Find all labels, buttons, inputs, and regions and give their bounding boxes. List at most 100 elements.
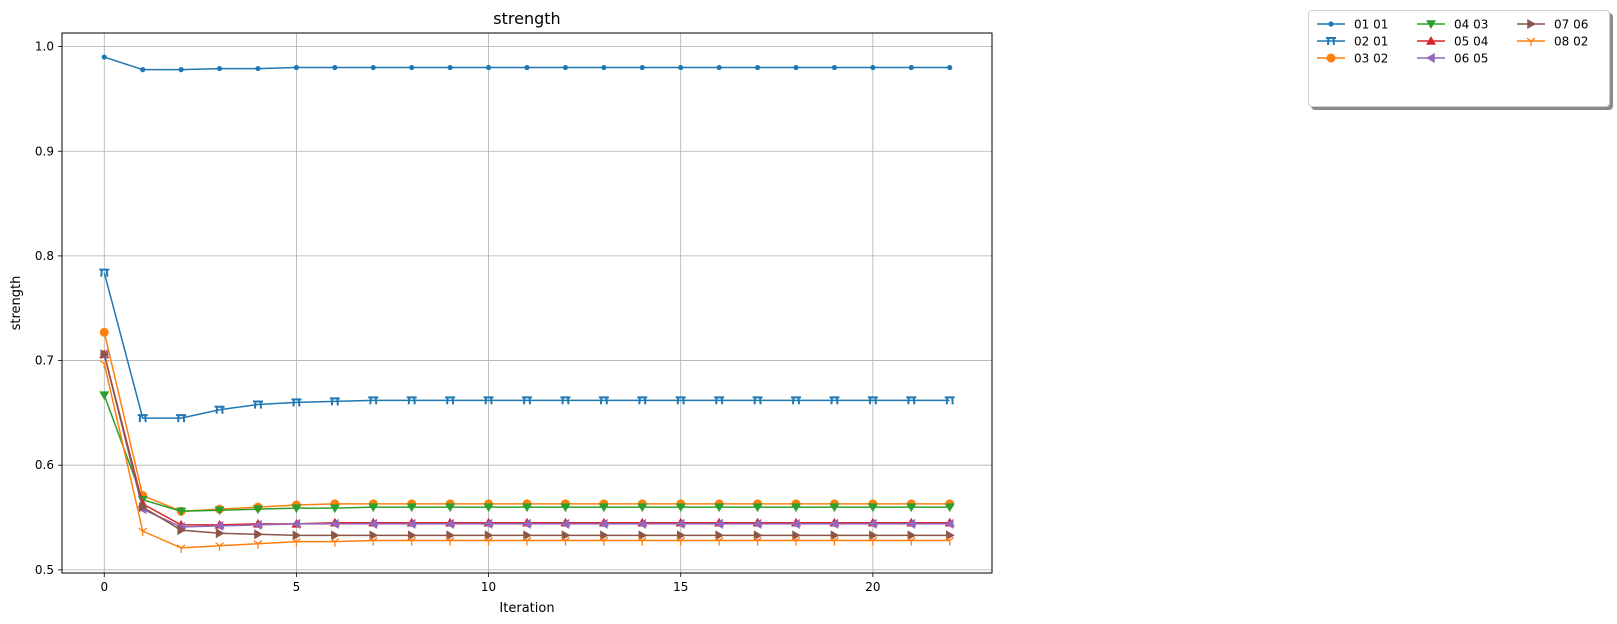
data-point xyxy=(908,64,914,71)
data-point xyxy=(252,400,263,409)
data-point xyxy=(791,537,801,546)
series-07-06 xyxy=(100,349,955,541)
data-point xyxy=(560,503,571,513)
data-point xyxy=(791,503,802,513)
legend-item: 04 03 xyxy=(1417,18,1488,32)
data-point xyxy=(406,396,417,405)
legend-marker xyxy=(1426,20,1436,29)
legend-label: 03 02 xyxy=(1354,52,1388,66)
data-point xyxy=(791,518,800,529)
data-point xyxy=(407,537,417,546)
data-point xyxy=(368,396,379,405)
y-tick-label: 0.8 xyxy=(35,249,54,263)
data-point xyxy=(829,518,839,529)
data-point xyxy=(137,414,148,423)
x-tick-label: 5 xyxy=(293,580,301,594)
data-point xyxy=(330,538,340,547)
data-point xyxy=(791,396,802,405)
data-point xyxy=(99,391,110,401)
data-point xyxy=(329,397,340,406)
grid-lines xyxy=(62,33,992,573)
data-point xyxy=(752,518,762,529)
data-point xyxy=(945,537,955,546)
data-point xyxy=(370,64,376,71)
data-point xyxy=(560,396,571,405)
data-point xyxy=(676,530,686,541)
data-point xyxy=(332,64,338,71)
legend-label: 06 05 xyxy=(1454,52,1488,66)
data-point xyxy=(368,518,378,529)
data-point xyxy=(522,537,532,546)
legend-marker xyxy=(1426,53,1435,63)
data-point xyxy=(215,542,224,551)
data-point xyxy=(714,518,723,529)
data-point xyxy=(176,507,187,517)
data-point xyxy=(99,268,110,277)
data-point xyxy=(291,398,302,407)
data-point xyxy=(676,537,686,546)
data-point xyxy=(829,503,840,513)
data-point xyxy=(560,518,570,529)
legend-marker xyxy=(1326,53,1336,63)
data-point xyxy=(215,528,225,539)
data-point xyxy=(944,503,955,513)
data-point xyxy=(177,525,187,536)
legend-label: 04 03 xyxy=(1454,18,1488,32)
data-point xyxy=(216,65,223,72)
data-point xyxy=(600,530,609,541)
data-point xyxy=(483,518,493,529)
data-point xyxy=(562,64,569,71)
data-point xyxy=(254,529,263,540)
series-line xyxy=(103,332,950,513)
chart-title: strength xyxy=(493,9,560,28)
data-point xyxy=(484,530,494,541)
data-point xyxy=(252,505,263,515)
data-point xyxy=(639,64,645,71)
y-tick-label: 0.9 xyxy=(35,144,54,158)
data-point xyxy=(483,396,494,405)
data-point xyxy=(293,64,300,71)
data-point xyxy=(329,518,339,529)
data-point xyxy=(944,396,955,405)
data-point xyxy=(292,538,301,547)
data-point xyxy=(445,518,454,529)
x-tick-label: 10 xyxy=(481,580,496,594)
data-point xyxy=(406,518,416,529)
data-point xyxy=(675,503,686,513)
data-point xyxy=(868,537,878,546)
data-point xyxy=(369,530,379,541)
data-point xyxy=(522,518,531,529)
data-point xyxy=(176,414,187,423)
data-point xyxy=(906,503,917,513)
data-point xyxy=(637,537,647,546)
data-point xyxy=(445,396,456,405)
legend-item: 08 02 xyxy=(1517,35,1588,49)
data-point xyxy=(99,327,109,337)
legend-label: 05 04 xyxy=(1454,35,1488,49)
data-point xyxy=(637,518,647,529)
series-02-01 xyxy=(99,268,955,423)
data-point xyxy=(753,537,762,546)
legend-label: 07 06 xyxy=(1554,18,1588,32)
data-point xyxy=(906,396,917,405)
data-point xyxy=(637,503,648,513)
legend-item: 01 01 xyxy=(1317,18,1388,32)
data-point xyxy=(446,530,456,541)
data-point xyxy=(138,502,148,513)
data-point xyxy=(214,506,225,516)
data-point xyxy=(253,540,263,549)
data-point xyxy=(483,503,494,513)
data-point xyxy=(678,64,684,71)
legend-item: 06 05 xyxy=(1417,52,1488,66)
legend-marker xyxy=(1527,19,1536,29)
y-tick-label: 1.0 xyxy=(35,40,54,54)
y-tick-label: 0.6 xyxy=(35,458,54,472)
data-point xyxy=(99,360,109,369)
data-point xyxy=(368,503,379,513)
data-point xyxy=(484,537,493,546)
data-point xyxy=(598,396,609,405)
data-point xyxy=(252,519,262,530)
y-tick-label: 0.5 xyxy=(35,563,54,577)
data-point xyxy=(945,530,955,541)
